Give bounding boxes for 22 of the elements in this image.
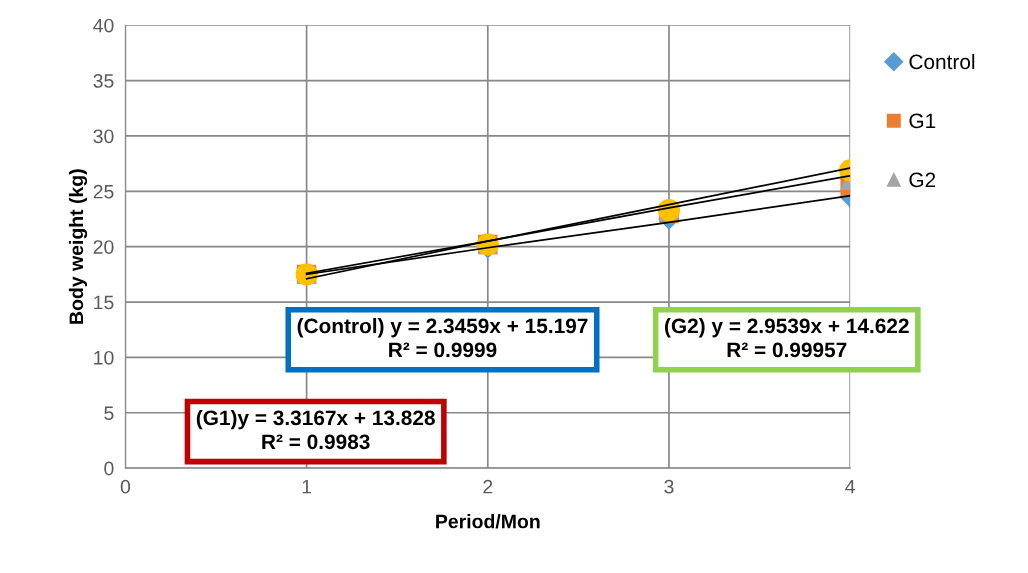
legend-label: G2 (909, 172, 936, 188)
y-tick-label: 20 (93, 240, 114, 254)
y-tick-label: 35 (93, 74, 114, 88)
x-tick-label: 3 (664, 479, 674, 494)
y-tick-label: 10 (94, 350, 114, 365)
annotation: (G2) y = 2.9539x + 14.622 R² = 0.99957 (665, 318, 909, 358)
x-axis-title: Period/Mon (436, 514, 540, 529)
y-axis-title: Body weight (kg) (68, 169, 88, 324)
x-tick-label: 4 (845, 479, 855, 494)
annotation: (Control) y = 2.3459x + 15.197 R² = 0.9999 (297, 318, 588, 358)
legend-label: Control (909, 53, 975, 70)
y-tick-label: 40 (93, 18, 114, 33)
x-tick-label: 1 (302, 479, 312, 494)
y-tick-label: 30 (93, 129, 114, 144)
x-tick-label: 0 (120, 479, 131, 494)
y-tick-label: 25 (93, 184, 114, 199)
y-tick-label: 0 (104, 461, 114, 476)
legend-label: G1 (909, 113, 936, 129)
annotation: (G1)y = 3.3167x + 13.828 R² = 0.9983 (196, 409, 435, 450)
x-tick-label: 2 (483, 479, 493, 494)
y-tick-label: 15 (94, 295, 114, 310)
y-tick-label: 5 (104, 406, 114, 421)
